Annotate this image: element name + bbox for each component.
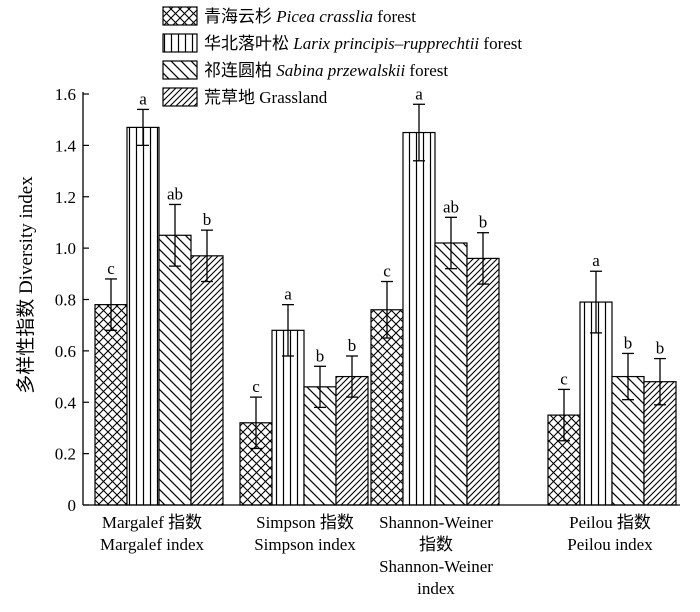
y-tick-label: 0.8	[55, 291, 76, 310]
bar	[190, 255, 224, 506]
y-tick-label: 0.4	[55, 393, 77, 412]
x-category-label: Margalef index	[100, 535, 205, 554]
legend-label: 荒草地 Grassland	[204, 88, 328, 107]
significance-label: b	[479, 213, 488, 232]
significance-label: a	[139, 89, 147, 108]
significance-label: ab	[167, 184, 183, 203]
x-category-label: Shannon-Weiner	[379, 557, 493, 576]
significance-label: a	[415, 84, 423, 103]
significance-label: c	[252, 377, 260, 396]
legend-swatch	[162, 87, 198, 107]
bar	[434, 242, 468, 506]
significance-label: c	[560, 369, 568, 388]
y-tick-label: 1.4	[55, 136, 77, 155]
legend-swatch	[162, 6, 198, 26]
x-category-label: Peilou index	[567, 535, 653, 554]
bar	[126, 126, 160, 506]
bar	[94, 304, 128, 506]
y-tick-label: 0	[68, 496, 77, 515]
x-axis: Margalef 指数 Margalef index Simpson 指数 Simps…	[83, 504, 680, 598]
x-category-label: Simpson index	[254, 535, 356, 554]
bar	[158, 234, 192, 506]
significance-label: b	[348, 336, 357, 355]
significance-label: a	[284, 285, 292, 304]
bar	[370, 309, 404, 506]
significance-label: b	[316, 346, 325, 365]
significance-label: b	[656, 339, 665, 358]
x-category-label: Simpson 指数	[256, 513, 354, 532]
y-axis-title: 多样性指数 Diversity index	[15, 176, 37, 394]
y-tick-label: 1.2	[55, 188, 76, 207]
legend-label: 青海云杉 Picea crasslia forest	[204, 7, 416, 26]
y-tick-label: 0.2	[55, 445, 76, 464]
significance-label: c	[107, 259, 115, 278]
bars: c c c c a a a a ab b ab b b b b b	[94, 84, 677, 506]
legend-label: 华北落叶松 Larix principis–rupprechtii forest	[204, 34, 522, 53]
significance-label: c	[383, 262, 391, 281]
significance-label: b	[203, 210, 212, 229]
y-tick-label: 0.6	[55, 342, 76, 361]
legend-swatch	[162, 60, 198, 80]
bar	[466, 257, 500, 506]
significance-label: b	[624, 333, 633, 352]
significance-label: a	[592, 251, 600, 270]
y-axis: 0 0.2 0.4 0.6 0.8 1.0 1.2 1.4 1.6	[55, 85, 89, 515]
y-tick-label: 1.0	[55, 239, 76, 258]
legend-label: 祁连圆柏 Sabina przewalskii forest	[204, 61, 448, 80]
x-category-label: Peilou 指数	[569, 513, 651, 532]
x-category-label: 指数	[419, 535, 453, 554]
x-category-label: Margalef 指数	[102, 513, 202, 532]
significance-label: ab	[443, 197, 459, 216]
y-tick-label: 1.6	[55, 85, 76, 104]
x-category-label: Shannon-Weiner	[379, 513, 493, 532]
x-category-label: index	[417, 579, 455, 598]
legend-swatch	[162, 33, 198, 53]
legend: 青海云杉 Picea crasslia forest 华北落叶松 Larix pr…	[162, 6, 522, 107]
bar	[402, 131, 436, 506]
